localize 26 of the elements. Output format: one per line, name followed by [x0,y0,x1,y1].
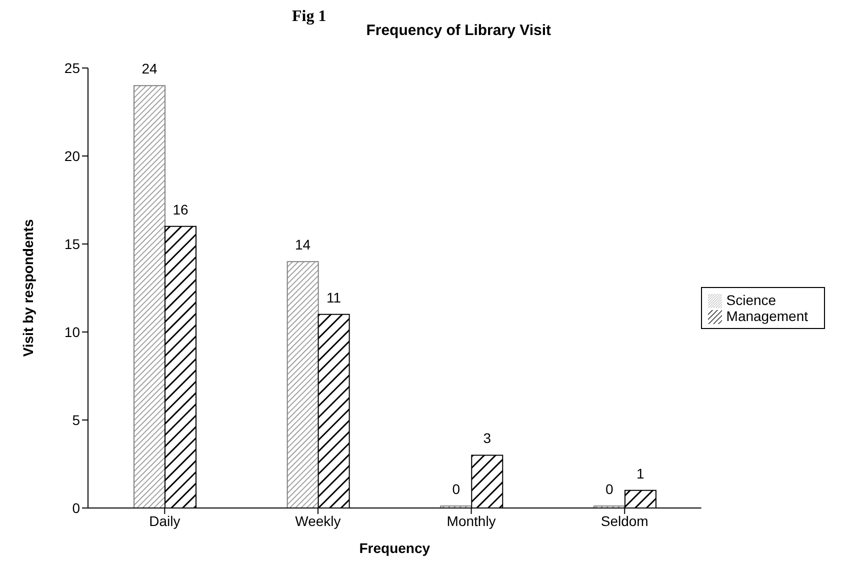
data-label: 3 [483,430,492,446]
y-tick-label: 25 [64,60,80,76]
bar [286,261,319,508]
data-label: 16 [172,201,188,218]
x-axis-title: Frequency [359,540,430,556]
data-label: 1 [636,465,645,482]
data-label: 24 [142,60,158,77]
x-tick-label: Weekly [295,512,341,529]
y-tick-label: 20 [64,148,80,164]
x-tick-label: Seldom [600,512,648,529]
y-tick-label: 10 [64,324,80,340]
y-tick-label: 5 [72,412,80,428]
data-label: 0 [452,481,460,497]
data-label: 0 [606,481,614,497]
y-tick-label: 15 [64,236,80,252]
data-label: 11 [326,289,342,306]
data-label: 14 [295,236,311,253]
chart-title: Frequency of Library Visit [366,22,551,39]
caption: Fig 1 [292,8,326,26]
bar [133,85,166,508]
y-axis-title: Visit by respondents [20,219,36,357]
x-tick-label: Daily [149,512,180,529]
legend-label: Management [726,308,808,324]
x-tick-label: Monthly [446,512,496,529]
legend-label: Science [726,292,776,308]
y-tick-label: 0 [72,500,80,516]
